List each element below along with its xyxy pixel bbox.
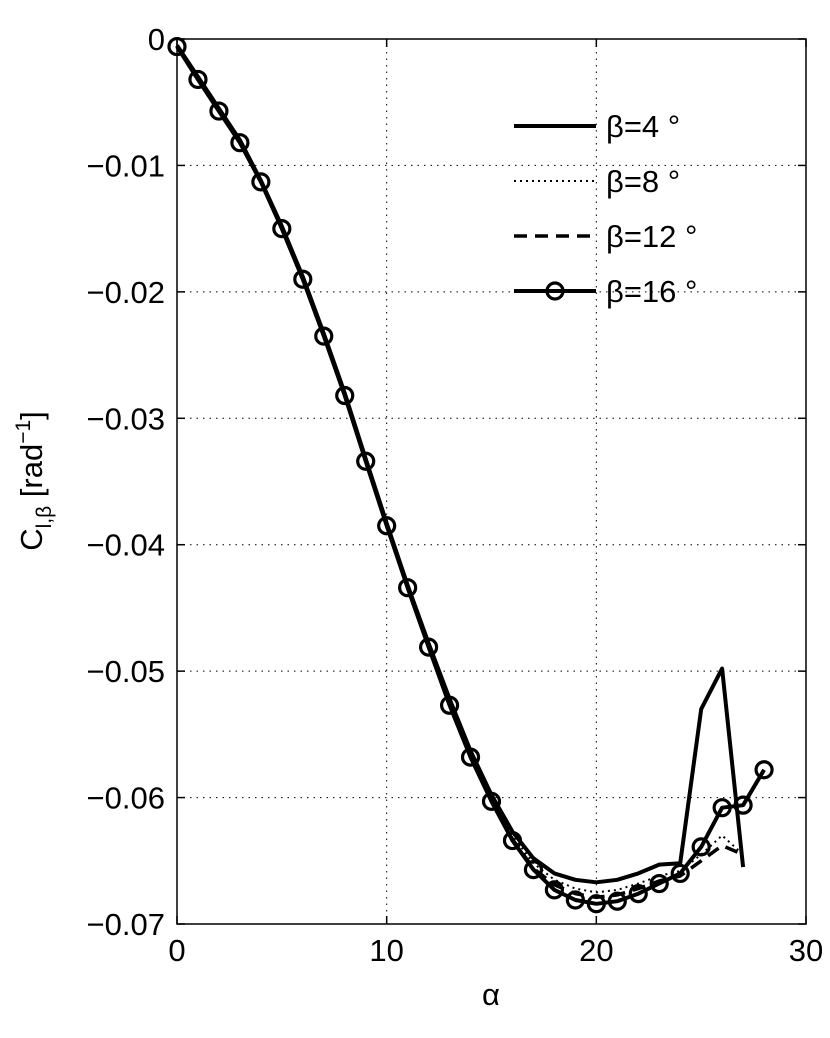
- series-point-4: [670, 863, 690, 884]
- series-point-4: [314, 326, 334, 346]
- legend-label-3: β=12 °: [606, 219, 697, 254]
- y-tick-label: 0: [148, 22, 165, 57]
- plot-series: [167, 36, 774, 914]
- y-tick-label: −0.06: [87, 781, 165, 816]
- series-point-4: [691, 837, 711, 857]
- y-axis-label: Cl,β [rad−1]: [12, 411, 56, 551]
- series-point-4: [586, 894, 606, 914]
- series-point-4: [565, 890, 585, 910]
- y-axis-label-unit-open: [rad: [14, 444, 49, 506]
- series-point-4: [439, 695, 460, 715]
- legend-label-1: β=4 °: [606, 109, 680, 144]
- series-point-4: [523, 860, 544, 880]
- series-point-4: [377, 516, 397, 536]
- y-tick-label: −0.07: [87, 907, 165, 942]
- y-tick-label: −0.02: [87, 275, 165, 310]
- series-point-4: [188, 69, 208, 90]
- y-axis-label-unit-close: ]: [14, 411, 49, 420]
- x-tick-label: 10: [369, 933, 403, 968]
- legend: β=4 ° β=8 ° β=12 ° β=16 °: [514, 109, 697, 309]
- series-point-4: [628, 884, 648, 904]
- x-tick-label: 0: [168, 933, 185, 968]
- legend-label-2: β=8 °: [606, 164, 680, 199]
- series-point-4: [356, 451, 376, 471]
- series-point-4: [209, 101, 229, 121]
- y-axis-label-main: C: [14, 528, 49, 550]
- x-axis-label: α: [482, 977, 500, 1012]
- series-point-4: [293, 269, 313, 289]
- series-point-4: [481, 791, 502, 811]
- y-axis-label-sub: l,β: [33, 506, 56, 529]
- series-line-2: [176, 46, 744, 894]
- series-point-4: [544, 880, 565, 900]
- y-axis-label-unit-sup: −1: [12, 420, 35, 444]
- plot-frame: [176, 38, 807, 925]
- y-tick-label: −0.01: [87, 148, 165, 183]
- grid-lines: [177, 39, 806, 924]
- series-point-4: [251, 172, 271, 192]
- series-point-4: [419, 637, 439, 657]
- legend-label-4: β=16 °: [606, 274, 697, 309]
- x-tick-label: 30: [789, 933, 823, 968]
- axis-ticks: 0 10 20 30 0 −0.01 −0.02 −0.03 −0.04 −0.05 −0.06 −0…: [87, 22, 824, 968]
- y-tick-label: −0.03: [87, 401, 165, 436]
- series-point-4: [335, 385, 355, 406]
- series-point-4: [460, 747, 481, 767]
- series-point-4: [712, 798, 732, 818]
- series-point-4: [607, 891, 627, 911]
- series-point-4: [230, 133, 250, 153]
- legend-marker-4: [545, 281, 565, 301]
- y-tick-label: −0.05: [87, 654, 165, 689]
- x-tick-label: 20: [579, 933, 613, 968]
- series-point-4: [733, 795, 753, 815]
- series-point-4: [272, 219, 292, 239]
- series-point-4: [502, 830, 523, 851]
- series-point-4: [398, 578, 418, 598]
- y-tick-label: −0.04: [87, 528, 165, 563]
- series-point-4: [649, 873, 669, 894]
- series-point-4: [754, 760, 774, 780]
